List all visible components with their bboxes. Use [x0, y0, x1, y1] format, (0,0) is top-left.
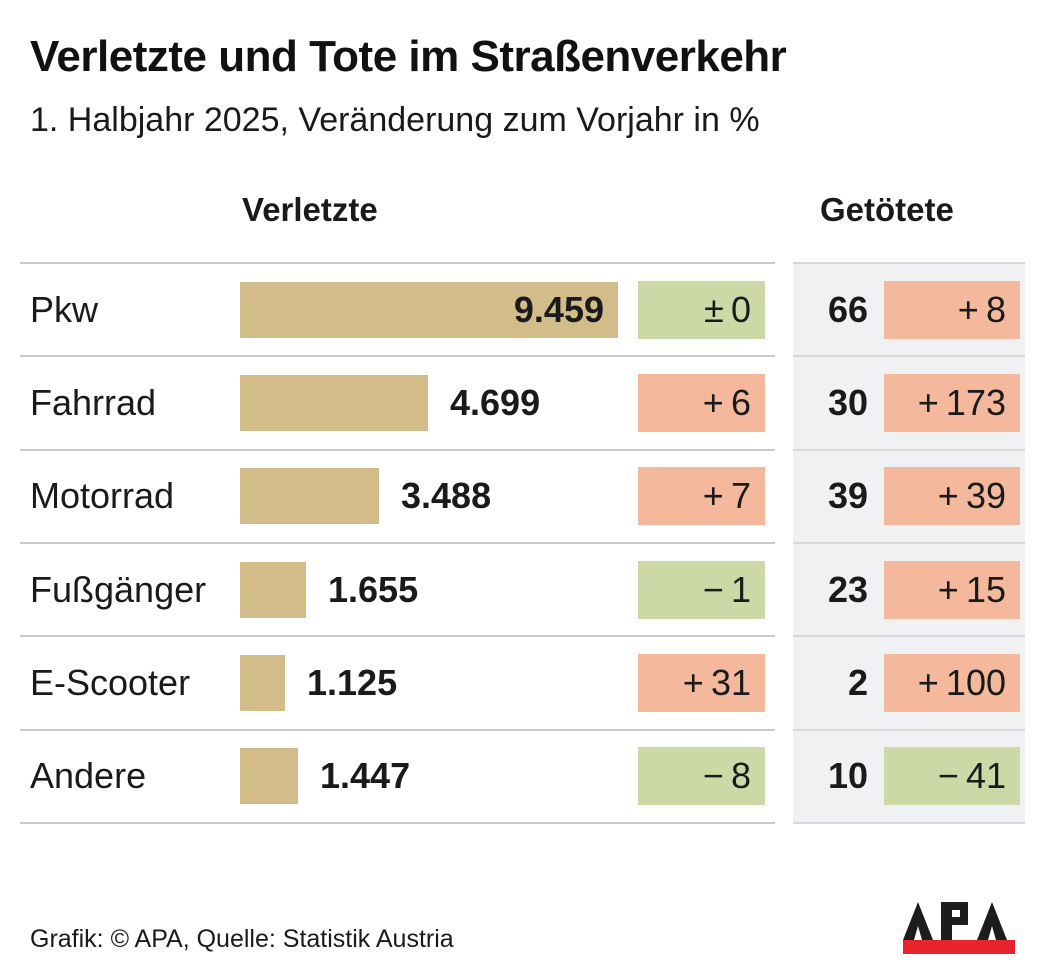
killed-value: 23: [827, 568, 868, 610]
injured-change-badge: + 7: [638, 467, 765, 526]
injured-value: 4.699: [450, 381, 541, 423]
killed-row-motorrad: 39 + 39: [793, 448, 1025, 542]
table-row-escooter: E-Scooter 1.125 + 31: [20, 635, 775, 728]
page-subtitle: 1. Halbjahr 2025, Veränderung zum Vorjah…: [30, 101, 760, 139]
injured-value: 3.488: [401, 475, 492, 517]
column-header-killed: Getötete: [820, 191, 954, 228]
apa-logo-red-bar: [903, 940, 1015, 954]
table-row-pkw: Pkw 9.459 ± 0: [20, 262, 775, 355]
killed-value: 2: [847, 661, 868, 703]
killed-panel: 66 + 8 30 + 173 39 + 39 23 + 15 2 + 100 …: [793, 262, 1025, 824]
injured-value: 1.447: [320, 755, 411, 797]
killed-row-pkw: 66 + 8: [793, 262, 1025, 355]
table-row-andere: Andere 1.447 − 8: [20, 728, 775, 822]
injured-value: 1.655: [328, 568, 419, 610]
row-label: Fahrrad: [30, 381, 157, 423]
bar-zone: 3.488: [240, 451, 491, 542]
injured-table: Pkw 9.459 ± 0 Fahrrad 4.699 + 6 Motorrad…: [20, 262, 775, 824]
injured-bar: [240, 561, 306, 618]
injured-bar: 9.459: [240, 281, 618, 338]
table-row-motorrad: Motorrad 3.488 + 7: [20, 448, 775, 542]
bar-zone: 1.655: [240, 544, 418, 635]
killed-change-badge: + 39: [884, 467, 1020, 526]
injured-change-badge: + 31: [638, 653, 765, 712]
killed-change-badge: + 8: [884, 280, 1020, 339]
killed-row-fussgaenger: 23 + 15: [793, 541, 1025, 635]
injured-bar: [240, 654, 285, 711]
killed-value: 39: [827, 475, 868, 517]
killed-change-badge: + 173: [884, 373, 1020, 432]
injured-change-badge: ± 0: [638, 280, 765, 339]
page-title: Verletzte und Tote im Straßenverkehr: [30, 32, 787, 81]
row-label: Fußgänger: [30, 568, 207, 610]
table-row-fussgaenger: Fußgänger 1.655 − 1: [20, 541, 775, 635]
injured-bar: [240, 468, 379, 525]
row-label: Pkw: [30, 288, 99, 330]
killed-row-andere: 10 − 41: [793, 728, 1025, 822]
row-label: E-Scooter: [30, 661, 191, 703]
injured-value: 9.459: [513, 288, 604, 330]
killed-row-escooter: 2 + 100: [793, 635, 1025, 728]
injured-bar: [240, 748, 298, 805]
killed-value: 30: [827, 381, 868, 423]
injured-change-badge: − 8: [638, 747, 765, 806]
injured-value: 1.125: [307, 661, 398, 703]
injured-bar: [240, 374, 428, 431]
killed-change-badge: + 100: [884, 653, 1020, 712]
source-credit: Grafik: © APA, Quelle: Statistik Austria: [30, 925, 454, 953]
killed-row-fahrrad: 30 + 173: [793, 355, 1025, 448]
bar-zone: 4.699: [240, 357, 540, 448]
column-header-injured: Verletzte: [242, 191, 378, 228]
row-label: Andere: [30, 755, 147, 797]
table-row-fahrrad: Fahrrad 4.699 + 6: [20, 355, 775, 448]
apa-logo: [903, 902, 1015, 954]
injured-change-badge: + 6: [638, 373, 765, 432]
row-label: Motorrad: [30, 475, 175, 517]
bar-zone: 9.459: [240, 264, 618, 355]
killed-value: 10: [827, 755, 868, 797]
killed-value: 66: [827, 288, 868, 330]
killed-change-badge: + 15: [884, 560, 1020, 619]
bar-zone: 1.125: [240, 637, 397, 728]
injured-change-badge: − 1: [638, 560, 765, 619]
bar-zone: 1.447: [240, 731, 410, 822]
killed-change-badge: − 41: [884, 747, 1020, 806]
